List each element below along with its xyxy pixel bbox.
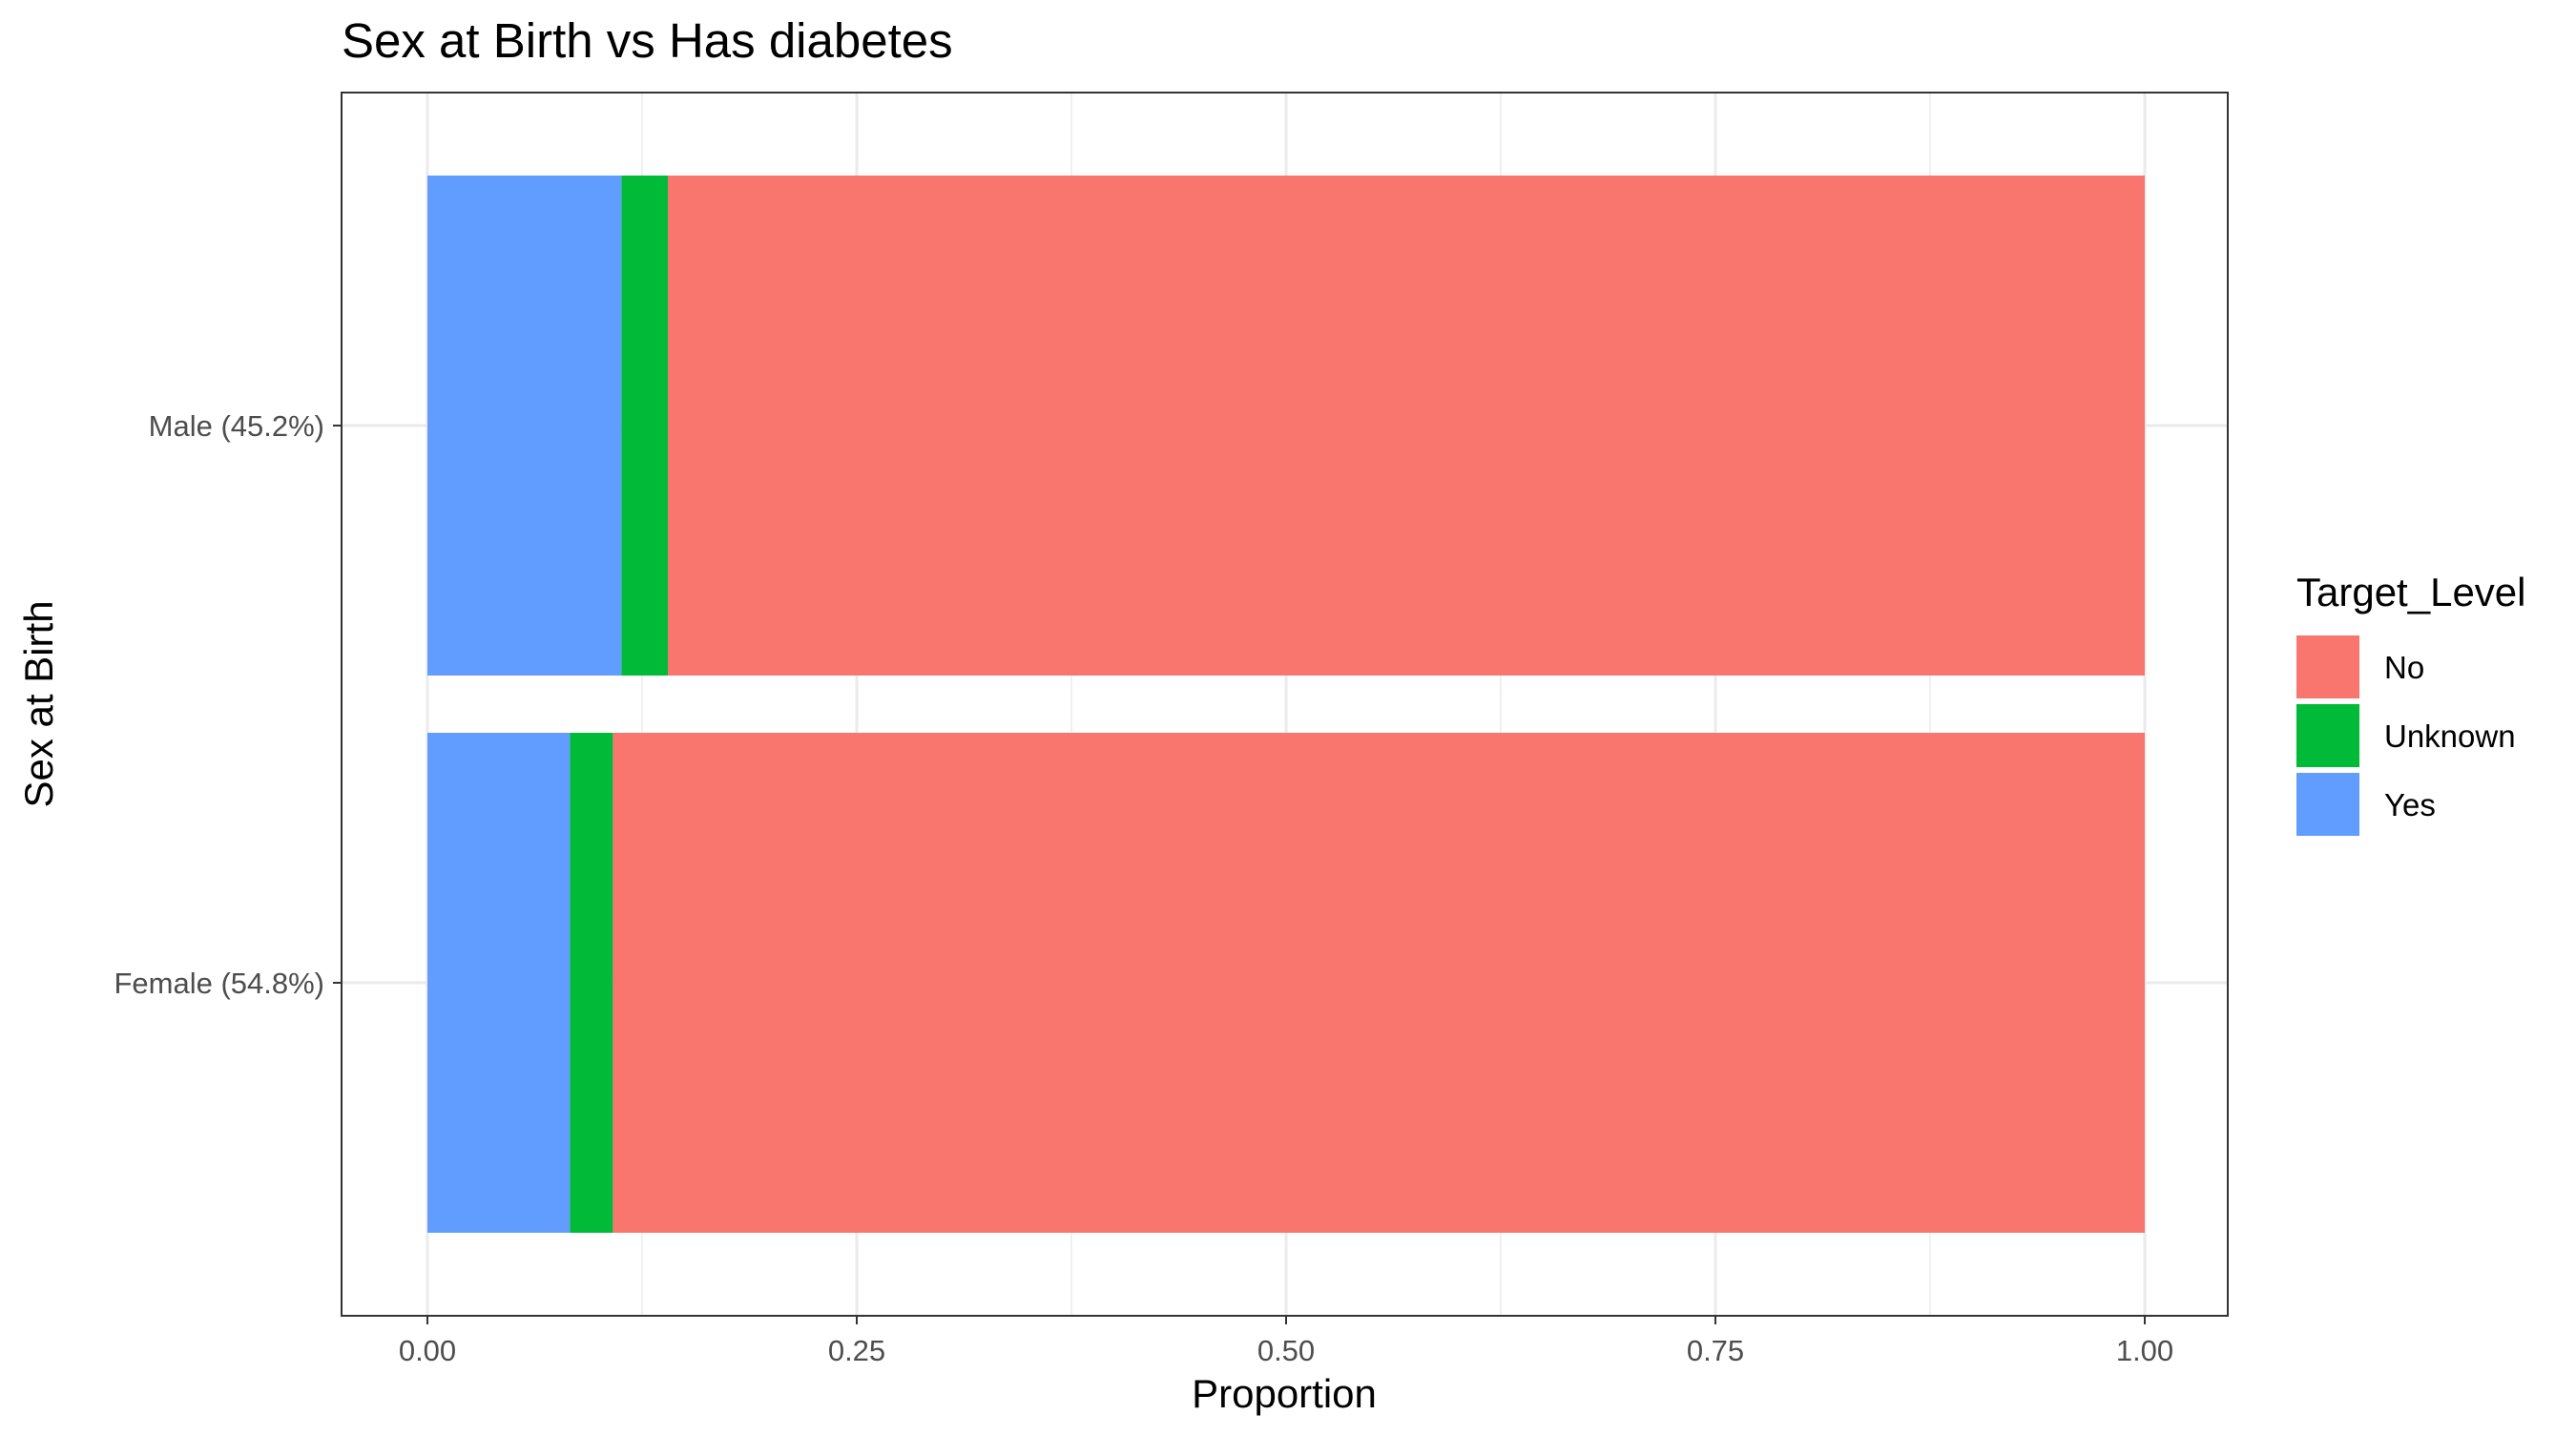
- bar-segment-unknown: [570, 733, 613, 1233]
- legend-key-yes: [2296, 773, 2359, 836]
- x-tick-label: 0.25: [828, 1334, 885, 1367]
- legend: Target_Level No Unknown Yes: [2296, 570, 2526, 836]
- bar-segment-unknown: [621, 176, 668, 676]
- x-tick-label: 0.75: [1687, 1334, 1744, 1367]
- x-axis: 0.00 0.25 0.50 0.75 1.00: [399, 1316, 2173, 1367]
- legend-label: No: [2384, 650, 2424, 685]
- legend-title: Target_Level: [2296, 570, 2526, 614]
- x-tick-label: 1.00: [2116, 1334, 2173, 1367]
- y-tick-label: Female (54.8%): [114, 967, 324, 1000]
- x-tick-label: 0.50: [1257, 1334, 1315, 1367]
- chart-title: Sex at Birth vs Has diabetes: [342, 13, 953, 68]
- y-tick-label: Male (45.2%): [149, 409, 324, 443]
- y-axis-title: Sex at Birth: [16, 600, 61, 807]
- legend-key-unknown: [2296, 704, 2359, 767]
- bar-segment-yes: [427, 176, 622, 676]
- legend-label: Yes: [2384, 787, 2436, 822]
- bars: [427, 176, 2145, 1233]
- bar-segment-no: [613, 733, 2145, 1233]
- x-axis-title: Proportion: [1192, 1371, 1377, 1416]
- y-axis: Male (45.2%) Female (54.8%): [114, 409, 342, 1000]
- bar-segment-no: [668, 176, 2145, 676]
- plot-border: [341, 92, 2229, 1317]
- legend-key-no: [2296, 635, 2359, 698]
- x-tick-label: 0.00: [399, 1334, 456, 1367]
- legend-label: Unknown: [2384, 718, 2516, 754]
- bar-segment-yes: [427, 733, 571, 1233]
